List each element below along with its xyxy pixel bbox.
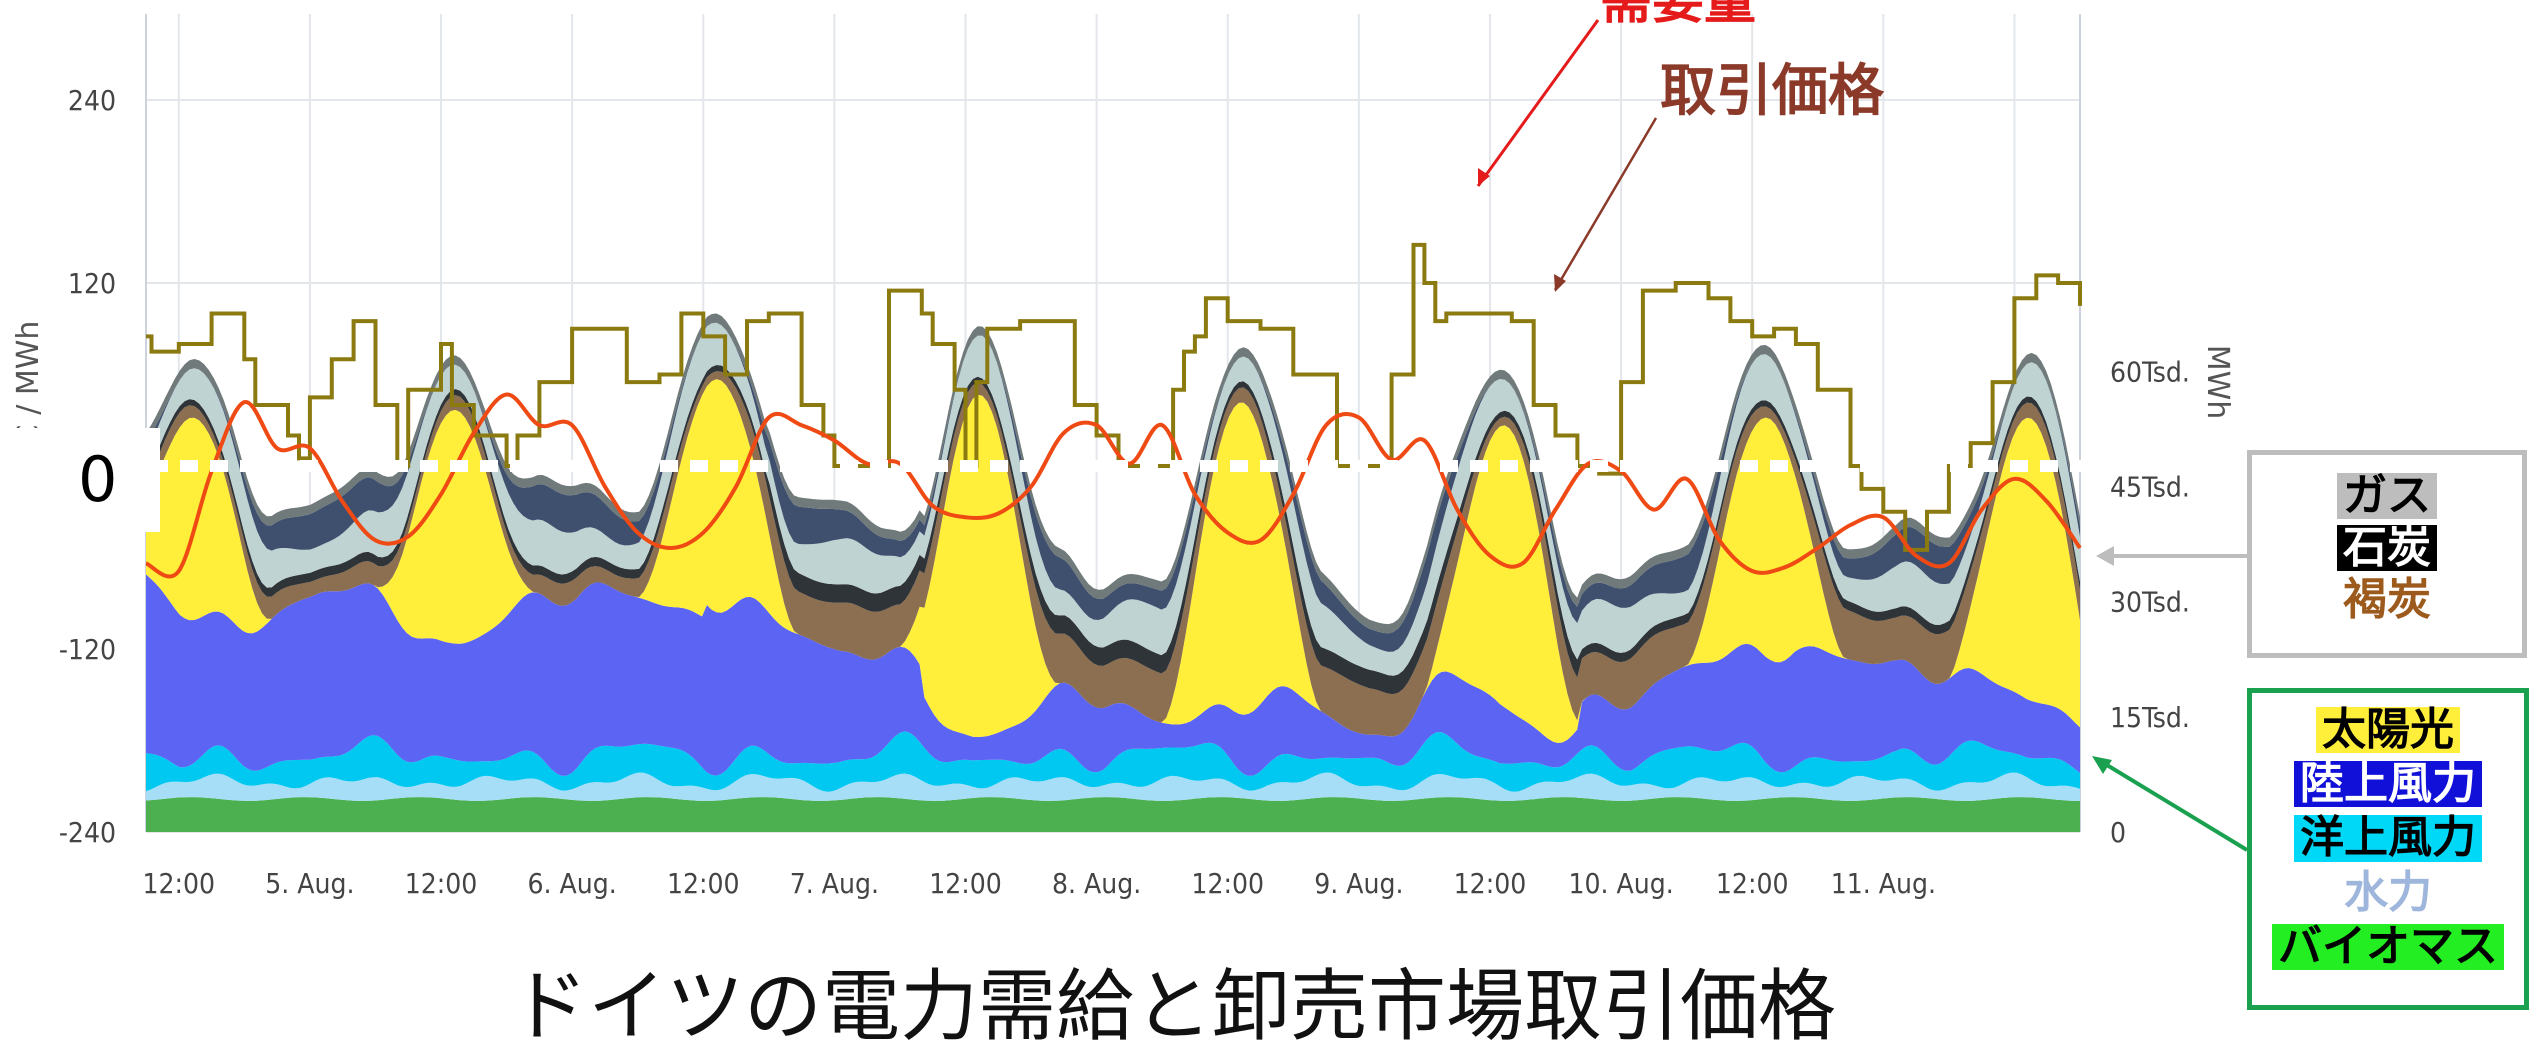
x-tick-label: 5. Aug. [265,867,354,900]
x-tick-label: 12:00 [1716,867,1789,900]
annotations: 需要量 取引価格 [1476,0,2249,852]
x-tick-label: 12:00 [667,867,740,900]
x-tick-label: 12:00 [1191,867,1264,900]
x-tick-label: 9. Aug. [1314,867,1403,900]
legend-fossil: ガス 石炭 褐炭 [2247,450,2527,658]
other-area [146,322,2080,652]
y-right-tick-label: 60Tsd. [2110,355,2190,388]
y-left-tick-label: -240 [59,816,116,849]
x-tick-label: 6. Aug. [528,867,617,900]
x-tick-label: 11. Aug. [1831,867,1936,900]
lignite-area [146,371,2080,737]
fossil-arrowhead [2096,546,2114,566]
price-arrowhead [1554,274,1566,292]
x-tick-label: 12:00 [142,867,215,900]
legend-renewable: 太陽光 陸上風力 洋上風力 水力 バイオマス [2247,688,2529,1010]
chart-caption: ドイツの電力需給と卸売市場取引価格 [510,962,1837,1052]
x-tick-label: 12:00 [1454,867,1527,900]
y-left-tick-label: 240 [68,84,116,117]
x-tick-label: 12:00 [929,867,1002,900]
renewable-arrow [2100,760,2249,852]
price-line [146,242,2082,552]
legend-lignite: 褐炭 [2337,577,2437,624]
x-tick-label: 10. Aug. [1568,867,1673,900]
series-lines [145,242,2090,579]
y-axis-right-title: MWh [2200,345,2235,420]
legend-hydro: 水力 [2338,869,2438,916]
generation-stack [146,313,2080,832]
demand-annotation: 需要量 [1600,0,1756,31]
y-left-tick-label: -120 [59,633,116,666]
y-right-tick-label: 45Tsd. [2110,471,2190,504]
biomass-area [146,797,2080,832]
legend-solar: 太陽光 [2316,706,2460,754]
price-arrow [1553,117,1658,291]
legend-onshore-wind: 陸上風力 [2294,760,2482,808]
energy-chart: 12:00 5. Aug. 12:00 6. Aug. 12:00 7. Aug. 12:0… [11,0,2249,900]
zero-level-label: 0 [0,428,160,532]
y-right-tick-label: 15Tsd. [2110,701,2190,734]
renewable-arrowhead [2092,756,2112,774]
hydro-area [146,772,2080,801]
x-tick-label: 7. Aug. [790,867,879,900]
legend-coal: 石炭 [2337,524,2437,572]
y-right-tick-label: 0 [2110,816,2126,849]
y-right-tick-label: 30Tsd. [2110,586,2190,619]
price-annotation: 取引価格 [1660,59,1885,124]
y-axis-left-title: € / MWh [11,321,46,444]
legend-gas: ガス [2337,472,2437,520]
axes: 12:00 5. Aug. 12:00 6. Aug. 12:00 7. Aug. 12:0… [59,84,2190,900]
offshore-wind-area [146,731,2080,792]
legend-biomass: バイオマス [2272,923,2504,970]
x-tick-label: 12:00 [405,867,478,900]
demand-arrow [1476,19,1600,187]
x-tick-label: 8. Aug. [1052,867,1141,900]
legend-offshore-wind: 洋上風力 [2294,815,2482,862]
demand-arrowhead [1478,168,1490,186]
onshore-wind-area [146,574,2080,776]
y-left-tick-label: 120 [68,267,116,300]
